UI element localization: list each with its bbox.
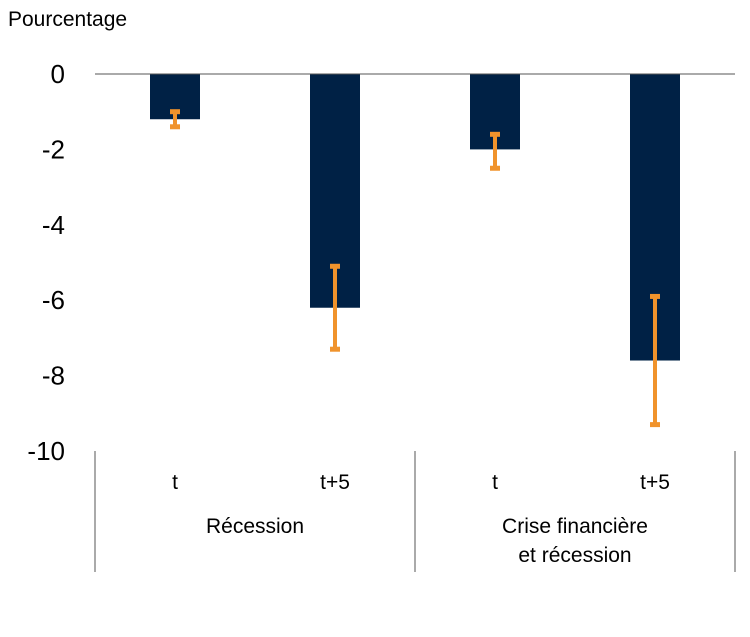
y-tick-label: -4 — [42, 210, 65, 240]
x-tick-label: t+5 — [320, 471, 350, 494]
y-tick-label: -8 — [42, 361, 65, 391]
x-axis-ticks: t t+5 t t+5 — [172, 471, 670, 494]
x-tick-label: t — [492, 471, 498, 494]
error-bars — [170, 109, 660, 428]
y-tick-label: 0 — [51, 59, 65, 89]
group-label: Récession — [206, 515, 304, 538]
x-tick-label: t — [172, 471, 178, 494]
y-tick-label: -2 — [42, 134, 65, 164]
group-label: et récession — [518, 544, 631, 567]
y-axis-ticks: 0 -2 -4 -6 -8 -10 — [27, 59, 65, 466]
error-bar — [170, 109, 180, 130]
error-bar — [490, 131, 500, 171]
axes — [94, 73, 736, 572]
error-bar — [330, 263, 340, 352]
error-bar — [650, 293, 660, 428]
y-tick-label: -6 — [42, 285, 65, 315]
group-label: Crise financière — [502, 515, 648, 538]
x-tick-label: t+5 — [640, 471, 670, 494]
group-labels: Récession Crise financière et récession — [206, 515, 648, 567]
y-axis-unit-label: Pourcentage — [8, 8, 127, 31]
y-tick-label: -10 — [27, 436, 65, 466]
bars — [150, 74, 680, 361]
